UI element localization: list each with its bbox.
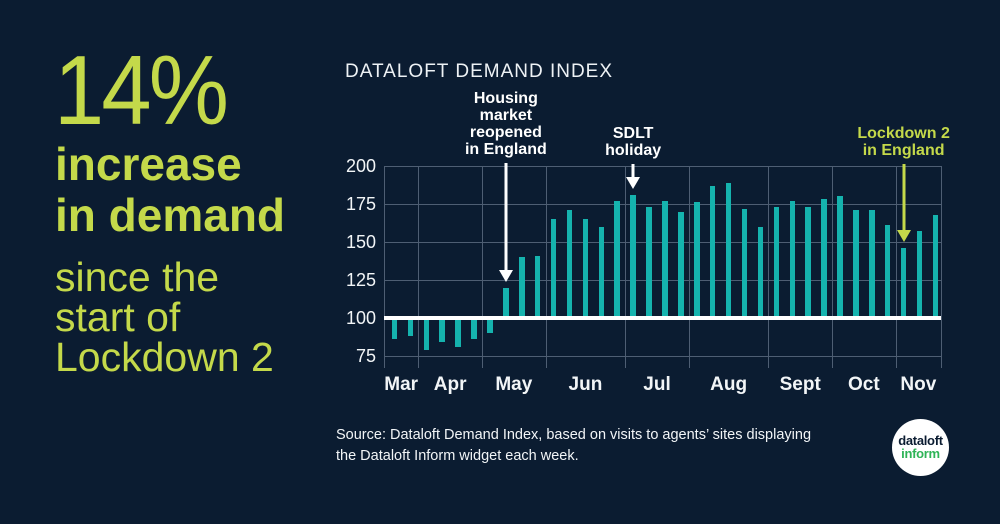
bar-week-9	[519, 257, 525, 320]
headline-stat-label: increase in demand	[55, 138, 286, 241]
bar-week-12	[566, 210, 573, 320]
bar-week-21	[709, 185, 716, 320]
x-axis-label-aug: Aug	[710, 374, 748, 395]
y-axis-tick-75: 75	[355, 346, 376, 366]
bar-week-17	[646, 207, 652, 320]
y-axis-tick-100: 100	[345, 308, 376, 328]
y-axis-line	[384, 166, 385, 368]
x-axis-label-sept: Sept	[779, 374, 821, 395]
annotation-housing-market-reopened: Housing market reopened in England	[464, 90, 547, 158]
annotation-arrowhead-housing-market-reopened	[498, 269, 513, 282]
bar-week-27	[805, 207, 811, 320]
logo-text-dataloft: dataloft	[898, 433, 943, 448]
bar-week-18	[662, 200, 668, 320]
y-axis-tick-175: 175	[345, 194, 376, 214]
bar-week-11	[550, 219, 557, 320]
bar-week-22	[725, 182, 732, 320]
bar-week-6	[471, 318, 477, 340]
annotation-arrow-housing-market-reopened	[504, 163, 508, 270]
bar-week-2	[407, 318, 414, 337]
annotation-sdlt-holiday: SDLT holiday	[605, 125, 662, 159]
x-axis-label-apr: Apr	[433, 374, 467, 395]
gridline-month-boundary-2	[482, 166, 483, 368]
annotation-arrow-lockdown-2	[902, 164, 906, 231]
annotation-arrowhead-sdlt-holiday	[626, 176, 641, 189]
bar-week-3	[423, 318, 430, 350]
bar-week-23	[741, 208, 748, 320]
x-axis-label-jun: Jun	[568, 374, 603, 395]
gridline-y-75	[384, 356, 941, 357]
gridline-month-boundary-1	[418, 166, 420, 368]
gridline-month-boundary-8	[895, 166, 897, 368]
bar-week-8	[503, 287, 509, 320]
bar-week-28	[821, 199, 827, 320]
y-axis-tick-200: 200	[345, 156, 376, 176]
bar-week-35	[932, 214, 939, 320]
y-axis-tick-150: 150	[345, 232, 376, 252]
headline-stat: 14%	[54, 35, 229, 145]
bar-week-29	[837, 196, 843, 320]
y-axis-tick-125: 125	[345, 270, 376, 290]
bar-week-33	[900, 248, 907, 320]
gridline-month-boundary-7	[832, 166, 834, 368]
bar-week-19	[678, 211, 684, 320]
bar-week-32	[884, 225, 891, 320]
x-axis-label-mar: Mar	[384, 374, 419, 395]
bar-week-5	[455, 318, 461, 347]
bar-week-20	[694, 202, 700, 320]
bar-week-13	[582, 219, 589, 320]
bar-week-24	[757, 226, 764, 320]
dataloft-inform-logo: dataloft inform	[892, 419, 949, 476]
annotation-arrow-sdlt-holiday	[631, 164, 635, 177]
bar-week-1	[391, 318, 398, 340]
bar-week-10	[534, 255, 541, 320]
logo-text-inform: inform	[901, 446, 940, 461]
gridline-month-boundary-9	[941, 166, 942, 368]
gridline-y-200	[384, 166, 941, 167]
x-axis-label-oct: Oct	[848, 374, 880, 395]
headline-subtext: since the start of Lockdown 2	[55, 254, 274, 380]
bar-week-4	[439, 318, 445, 343]
bar-week-34	[916, 231, 923, 320]
gridline-month-boundary-3	[545, 166, 547, 368]
bar-week-7	[487, 318, 493, 334]
gridline-month-boundary-4	[625, 166, 627, 368]
gridline-month-boundary-6	[768, 166, 770, 368]
x-axis-label-nov: Nov	[900, 374, 937, 395]
bar-week-25	[773, 207, 780, 320]
bar-week-26	[789, 200, 795, 320]
baseline-100	[384, 316, 941, 320]
x-axis-label-may: May	[495, 374, 533, 395]
bar-week-15	[614, 200, 620, 320]
bar-week-30	[853, 210, 859, 320]
annotation-lockdown-2: Lockdown 2 in England	[857, 125, 950, 159]
x-axis-label-jul: Jul	[643, 374, 671, 395]
source-note: Source: Dataloft Demand Index, based on …	[336, 427, 812, 464]
gridline-month-boundary-5	[688, 166, 690, 368]
annotation-arrowhead-lockdown-2	[896, 230, 911, 243]
chart-title: DATALOFT DEMAND INDEX	[345, 61, 614, 82]
bar-week-31	[869, 210, 875, 320]
bar-week-16	[630, 194, 636, 320]
bar-week-14	[598, 226, 605, 320]
